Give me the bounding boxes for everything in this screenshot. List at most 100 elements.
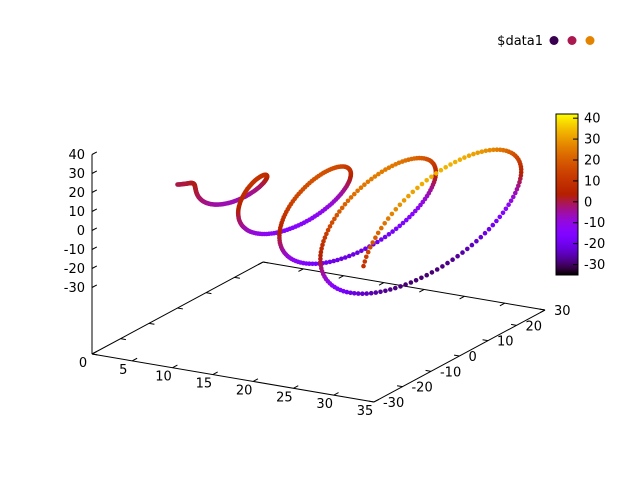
scatter-point bbox=[406, 193, 411, 199]
scatter-point bbox=[457, 157, 463, 162]
scatter-point bbox=[364, 254, 369, 260]
z-tick-label: 20 bbox=[68, 186, 85, 201]
legend-marker bbox=[549, 36, 559, 45]
scatter-point bbox=[452, 159, 458, 165]
scatter-point bbox=[379, 237, 384, 242]
scatter-point bbox=[403, 282, 408, 287]
scatter-point bbox=[332, 216, 337, 222]
y-tick-label: -10 bbox=[440, 365, 461, 380]
scatter-point bbox=[337, 209, 342, 214]
scatter-point bbox=[339, 205, 345, 211]
scatter-point bbox=[450, 257, 455, 263]
scatter-point bbox=[364, 291, 370, 296]
y-tick-mirror bbox=[262, 261, 269, 264]
scatter-point bbox=[318, 256, 323, 262]
z-tick bbox=[91, 208, 98, 212]
scatter-point bbox=[500, 210, 506, 216]
scatter-point bbox=[513, 190, 518, 196]
scatter-point bbox=[424, 272, 430, 278]
x-tick bbox=[212, 371, 218, 376]
x-axis bbox=[91, 353, 375, 403]
scatter-point bbox=[362, 259, 368, 264]
scatter-point bbox=[401, 198, 407, 203]
colorbar-tick-label: 0 bbox=[584, 195, 592, 210]
scatter-point bbox=[390, 229, 395, 234]
scatter-point bbox=[438, 167, 444, 173]
colorbar-tick-label: 40 bbox=[584, 112, 601, 127]
scatter-point bbox=[397, 202, 403, 208]
z-tick bbox=[91, 246, 98, 250]
scatter-point bbox=[424, 178, 430, 183]
z-tick bbox=[91, 189, 98, 193]
scatter-point bbox=[419, 275, 424, 281]
scatter-point bbox=[490, 222, 496, 228]
scatter-point bbox=[445, 260, 450, 266]
scatter-point bbox=[334, 212, 340, 218]
scatter-point bbox=[307, 261, 312, 267]
scatter-point bbox=[378, 289, 383, 295]
scatter-point bbox=[375, 230, 381, 236]
scatter-point bbox=[506, 202, 511, 207]
scatter-point bbox=[351, 252, 356, 257]
y-tick bbox=[510, 323, 517, 326]
scatter-point bbox=[497, 214, 503, 220]
z-tick-label: -20 bbox=[64, 262, 85, 277]
scatter-point bbox=[397, 223, 403, 229]
legend-marker bbox=[585, 36, 595, 45]
x-tick bbox=[172, 364, 178, 369]
z-tick-label: -30 bbox=[64, 281, 85, 296]
scatter-point bbox=[390, 163, 395, 169]
scatter-point bbox=[313, 261, 319, 267]
y-tick bbox=[539, 308, 546, 311]
y-tick-mirror bbox=[120, 338, 127, 341]
colorbar: 40 30 20 10 0 -10 -20 -30 bbox=[555, 112, 605, 276]
scatter-point bbox=[508, 198, 514, 204]
scatter-point bbox=[318, 249, 324, 255]
scatter-point bbox=[393, 285, 398, 291]
scatter-point bbox=[386, 165, 392, 170]
z-tick bbox=[91, 170, 98, 174]
scatter-point bbox=[320, 242, 325, 248]
x-tick-label: 10 bbox=[155, 370, 172, 385]
x-tick-mirror bbox=[459, 295, 465, 300]
x-tick bbox=[373, 398, 380, 403]
scatter-point bbox=[398, 284, 403, 289]
x-tick bbox=[252, 378, 259, 382]
scatter-point bbox=[373, 290, 379, 295]
scatter-point bbox=[386, 232, 392, 237]
scatter-point bbox=[407, 214, 412, 220]
scatter-point bbox=[511, 194, 516, 200]
scatter-point bbox=[319, 246, 324, 251]
scatter-point bbox=[469, 242, 475, 248]
scatter-point bbox=[331, 258, 337, 264]
z-tick-label: 0 bbox=[77, 224, 85, 239]
scatter-point bbox=[497, 147, 503, 153]
scatter-point bbox=[413, 278, 419, 283]
scatter-point bbox=[323, 260, 329, 265]
scatter-point bbox=[440, 264, 445, 269]
scatter-point bbox=[429, 270, 435, 275]
scatter-point bbox=[322, 235, 328, 240]
scatter-point bbox=[486, 226, 492, 232]
scatter-point bbox=[382, 234, 388, 240]
scatter-point bbox=[385, 216, 391, 221]
x-tick-label: 25 bbox=[276, 390, 293, 405]
scatter-point bbox=[318, 253, 323, 258]
y-tick-label: -30 bbox=[383, 396, 404, 411]
scatter-point bbox=[482, 230, 488, 236]
scatter-point bbox=[410, 189, 416, 195]
scatter-point bbox=[393, 226, 399, 232]
scatter-point bbox=[516, 183, 521, 188]
scatter-point bbox=[321, 239, 326, 244]
scatter-point bbox=[460, 250, 465, 255]
z-tick bbox=[91, 284, 98, 288]
z-tick bbox=[91, 227, 98, 231]
scatter-point bbox=[494, 218, 499, 224]
scatter-point bbox=[443, 165, 449, 170]
scatter-point bbox=[487, 147, 493, 153]
legend-label: $data1 bbox=[497, 34, 543, 49]
scatter-point bbox=[360, 291, 365, 297]
y-tick bbox=[425, 369, 432, 372]
scatter-point bbox=[388, 287, 393, 292]
